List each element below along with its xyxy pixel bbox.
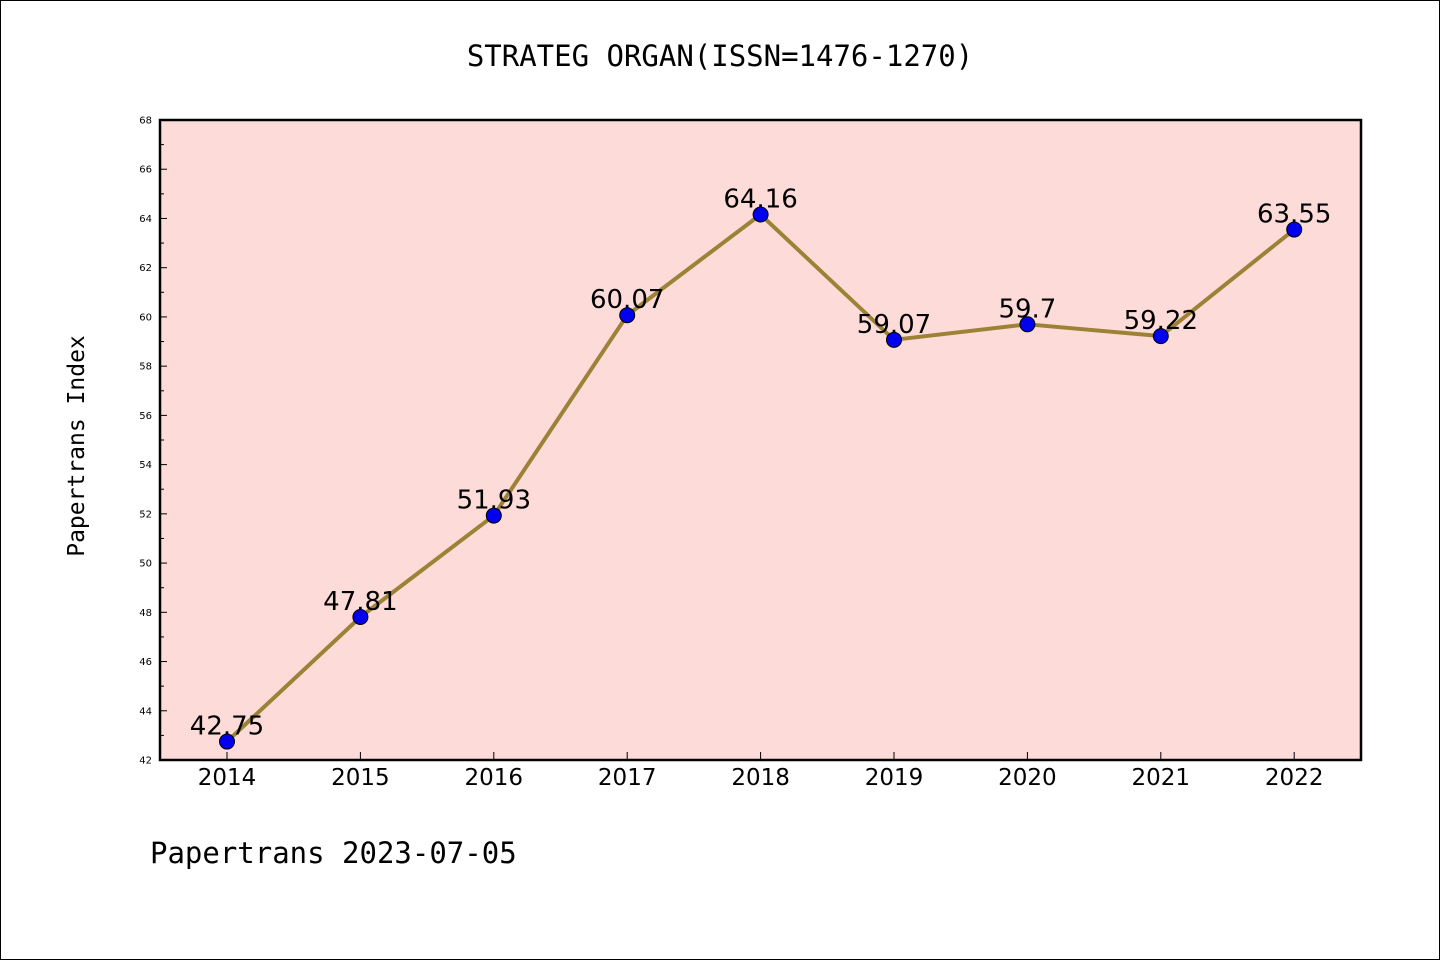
data-point [752, 206, 769, 223]
data-label: 42.75 [190, 712, 264, 742]
footer-credit: Papertrans 2023-07-05 [150, 836, 517, 870]
x-tick-label: 2015 [331, 765, 390, 791]
data-label: 59.7 [998, 294, 1056, 324]
data-label: 59.22 [1124, 306, 1198, 336]
y-tick-label: 50 [139, 559, 152, 570]
data-point [219, 733, 235, 750]
y-tick-label: 68 [139, 116, 152, 127]
data-label: 63.55 [1257, 200, 1331, 230]
data-points [219, 206, 1303, 750]
y-axis-label: Papertrans Index [64, 335, 90, 557]
data-point [1152, 328, 1169, 345]
data-point [619, 307, 636, 324]
data-point [886, 331, 902, 348]
y-tick-label: 56 [139, 411, 152, 422]
plot-border [158, 118, 1363, 762]
data-label: 59.07 [857, 310, 931, 340]
y-tick-label: 54 [139, 460, 152, 471]
data-point [485, 507, 502, 524]
data-point [1286, 221, 1303, 238]
x-axis-ticks: 2014 2015 2016 2017 2018 2019 2020 2021 2022 [198, 752, 1324, 791]
data-label: 51.93 [457, 486, 531, 516]
data-point [352, 608, 369, 625]
y-tick-label: 52 [139, 509, 152, 520]
y-tick-label: 66 [139, 165, 152, 176]
x-tick-label: 2020 [998, 765, 1057, 791]
data-labels: 42.75 47.81 51.93 60.07 64.16 59.07 59.7 59.22 6… [190, 185, 1332, 742]
x-tick-label: 2018 [731, 765, 790, 791]
plot-area [160, 120, 1361, 760]
y-tick-label: 44 [139, 706, 152, 717]
y-tick-label: 62 [139, 263, 152, 274]
y-tick-label: 60 [139, 312, 152, 323]
x-tick-label: 2019 [865, 765, 924, 791]
x-tick-label: 2022 [1265, 765, 1324, 791]
y-tick-label: 58 [139, 362, 152, 373]
y-tick-label: 46 [139, 657, 152, 668]
x-tick-label: 2014 [198, 765, 257, 791]
x-tick-label: 2016 [465, 765, 524, 791]
data-label: 60.07 [590, 285, 664, 315]
y-tick-label: 42 [139, 756, 152, 767]
y-tick-label: 64 [139, 214, 152, 225]
data-label: 64.16 [723, 185, 797, 215]
y-tick-label: 48 [139, 608, 152, 619]
data-label: 47.81 [323, 587, 397, 617]
x-tick-label: 2017 [598, 765, 657, 791]
x-tick-label: 2021 [1132, 765, 1191, 791]
data-point [1019, 316, 1036, 333]
chart-title: STRATEG ORGAN(ISSN=1476-1270) [467, 39, 973, 73]
